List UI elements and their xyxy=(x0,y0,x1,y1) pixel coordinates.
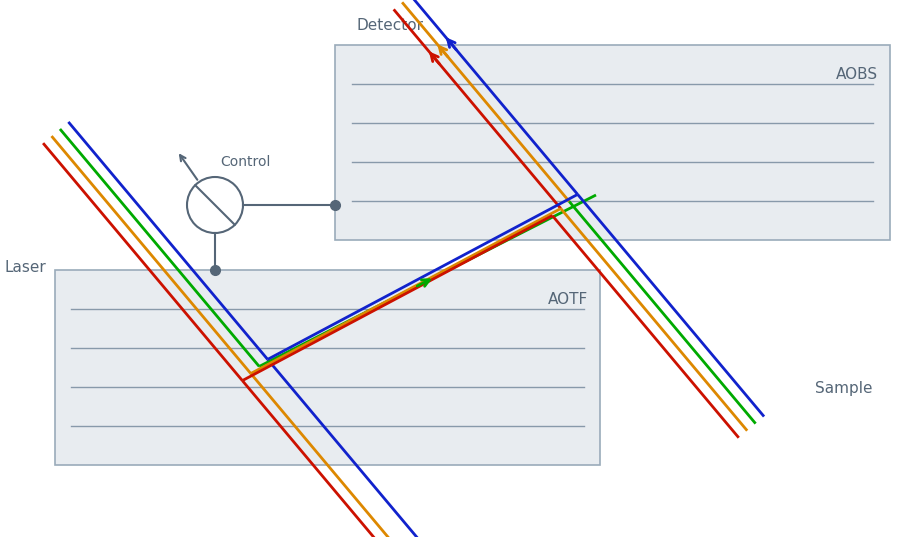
Text: Detector: Detector xyxy=(356,18,424,33)
Text: Laser: Laser xyxy=(5,260,47,275)
Bar xyxy=(55,270,600,465)
Text: AOBS: AOBS xyxy=(836,67,878,82)
Bar xyxy=(335,45,890,240)
Text: AOTF: AOTF xyxy=(548,292,588,307)
Text: Control: Control xyxy=(220,155,270,169)
Text: Sample: Sample xyxy=(815,381,873,395)
